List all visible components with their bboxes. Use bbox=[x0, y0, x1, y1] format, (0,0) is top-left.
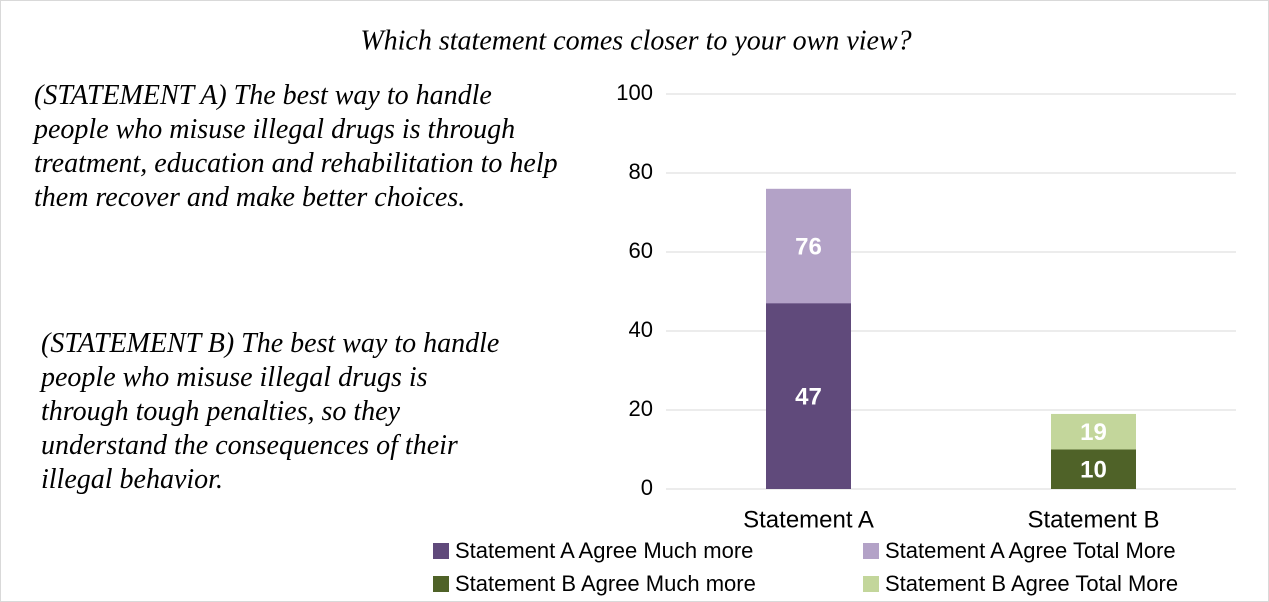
x-tick-label: Statement A bbox=[743, 506, 874, 533]
y-tick-label: 0 bbox=[641, 475, 653, 500]
legend-swatch bbox=[433, 576, 449, 592]
legend-label: Statement B Agree Much more bbox=[455, 571, 756, 596]
data-label: 76 bbox=[795, 233, 822, 260]
y-tick-label: 60 bbox=[629, 238, 653, 263]
y-tick-label: 20 bbox=[629, 396, 653, 421]
y-tick-label: 100 bbox=[616, 80, 653, 105]
bar bbox=[766, 303, 851, 489]
legend-label: Statement B Agree Total More bbox=[885, 571, 1178, 596]
y-tick-label: 80 bbox=[629, 159, 653, 184]
x-tick-label: Statement B bbox=[1027, 506, 1159, 533]
statement-a: (STATEMENT A) The best way to handle peo… bbox=[34, 80, 558, 213]
legend-swatch bbox=[863, 576, 879, 592]
legend-label: Statement A Agree Total More bbox=[885, 538, 1176, 563]
legend-swatch bbox=[863, 543, 879, 559]
bar bbox=[1051, 449, 1136, 489]
legend-label: Statement A Agree Much more bbox=[455, 538, 753, 563]
data-label: 10 bbox=[1080, 457, 1107, 484]
data-label: 47 bbox=[795, 384, 822, 411]
chart-title: Which statement comes closer to your own… bbox=[360, 25, 911, 56]
y-tick-label: 40 bbox=[629, 317, 653, 342]
data-label: 19 bbox=[1080, 419, 1107, 446]
legend-swatch bbox=[433, 543, 449, 559]
statement-b: (STATEMENT B) The best way to handle peo… bbox=[41, 328, 500, 495]
